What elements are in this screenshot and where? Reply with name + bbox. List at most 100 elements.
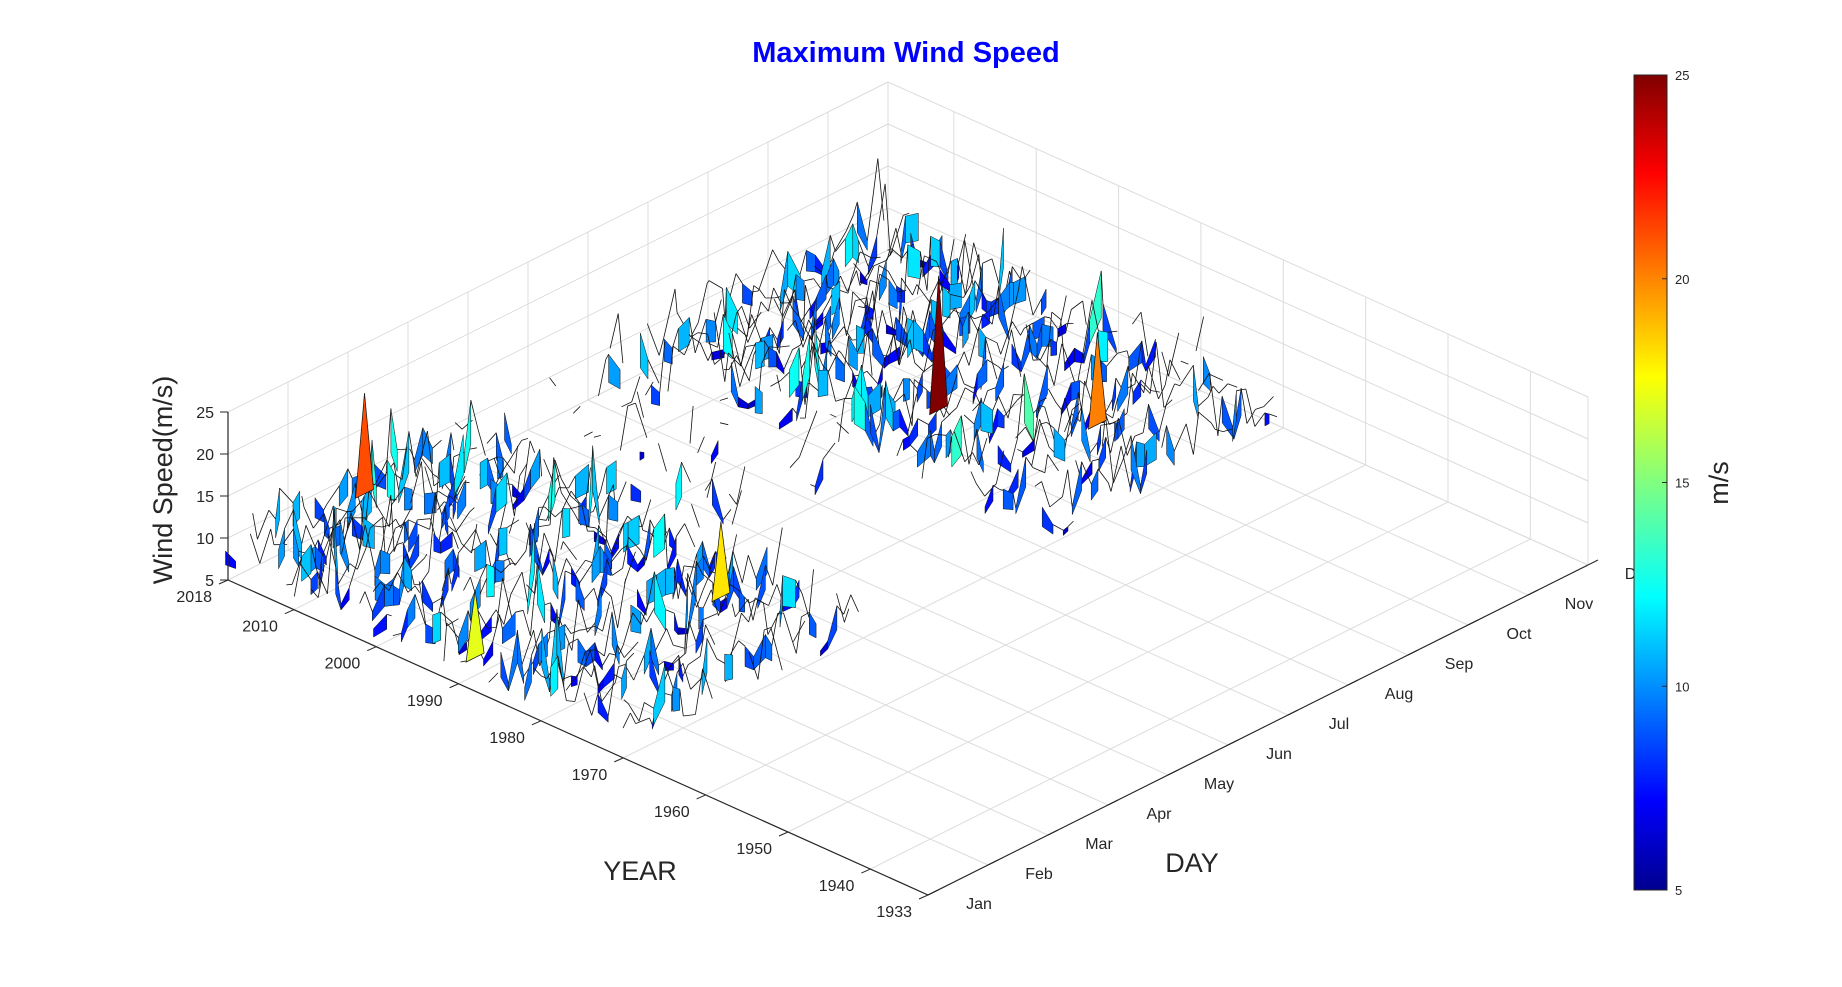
surface-patch: [630, 604, 642, 634]
surface-edge: [831, 252, 835, 262]
surface-edge: [1063, 409, 1073, 454]
surface-edge: [695, 561, 703, 574]
surface-edge: [901, 339, 911, 357]
surface-edge: [829, 235, 836, 252]
surface-edge: [570, 629, 580, 634]
surface-edge: [564, 624, 572, 634]
surface-edge: [579, 629, 584, 631]
surface-edge: [549, 377, 557, 387]
surface-edge: [1011, 266, 1022, 281]
surface-edge: [390, 494, 395, 552]
surface-edge: [553, 457, 562, 493]
surface-edge: [327, 533, 336, 567]
surface-edge: [489, 533, 498, 546]
surface-edge: [488, 672, 499, 683]
surface-edge: [855, 297, 868, 302]
surface-edge: [368, 490, 379, 509]
surface-patch: [1090, 468, 1099, 501]
surface-patch: [1112, 377, 1117, 411]
surface-edge: [1143, 365, 1149, 393]
surface-edge: [602, 653, 610, 666]
surface-edge: [722, 288, 726, 318]
surface-edge: [601, 587, 612, 597]
surface-edge: [919, 251, 928, 291]
surface-patch: [852, 223, 859, 264]
surface-edge: [604, 611, 613, 657]
surface-edge: [1100, 422, 1115, 426]
surface-edge: [772, 527, 783, 586]
surface-edge: [477, 610, 488, 629]
surface-edge: [695, 668, 703, 715]
surface-patch: [340, 587, 350, 611]
surface-edge: [510, 562, 516, 564]
surface-patch: [637, 589, 647, 617]
surface-edge: [1173, 423, 1187, 452]
surface-patch: [318, 556, 323, 589]
surface-patch: [878, 259, 887, 301]
surface-edge: [418, 581, 426, 624]
surface-edge: [867, 330, 873, 376]
surface-edge: [469, 507, 475, 513]
surface-edge: [890, 215, 904, 256]
surface-edge: [562, 675, 572, 680]
x-tick-label: 1990: [407, 693, 443, 710]
surface-edge: [414, 594, 426, 626]
surface-edge: [671, 328, 679, 349]
surface-edge: [1198, 372, 1210, 391]
surface-patch: [1232, 390, 1237, 442]
surface-edge: [948, 435, 953, 458]
colorbar-tick-label: 20: [1675, 272, 1689, 287]
surface-edge: [866, 370, 879, 384]
surface-edge: [859, 251, 872, 259]
surface-edge: [404, 521, 409, 539]
surface-edge: [845, 375, 855, 399]
surface-edge: [886, 227, 897, 261]
surface-patch: [621, 660, 627, 700]
surface-edge: [410, 461, 422, 504]
surface-edge: [730, 613, 742, 656]
surface-edge: [606, 558, 613, 576]
surface-edge: [1113, 459, 1124, 484]
surface-edge: [728, 333, 741, 387]
surface-edge: [748, 355, 754, 381]
surface-edge: [1021, 266, 1034, 316]
surface-patch: [892, 408, 900, 432]
surface-edge: [743, 314, 752, 350]
surface-patch: [651, 384, 660, 406]
surface-patch: [663, 338, 673, 365]
surface-patch: [1193, 365, 1199, 419]
surface-edge: [1061, 343, 1066, 354]
surface-edge: [602, 601, 611, 632]
y-tick-label: Sep: [1445, 656, 1474, 673]
surface-edge: [687, 655, 701, 666]
surface-edge: [572, 666, 584, 682]
surface-edge: [1132, 373, 1145, 393]
surface-edge: [747, 555, 757, 579]
y-tick-label: Feb: [1025, 866, 1053, 883]
floor-gridline-month: [587, 399, 1289, 716]
surface-edge: [1195, 316, 1204, 352]
surface-edge: [784, 289, 793, 309]
surface-edge: [1089, 442, 1098, 454]
surface-patch: [776, 351, 785, 375]
surface-edge: [964, 387, 976, 395]
surface-edge: [813, 342, 819, 371]
surface-edge: [953, 431, 966, 462]
surface-edge: [1052, 524, 1064, 531]
surface-edge: [1085, 354, 1092, 386]
surface-patch: [665, 567, 675, 596]
surface-patch: [859, 270, 868, 286]
surface-edge: [864, 328, 873, 337]
surface-edge: [736, 466, 746, 505]
surface-edge: [843, 594, 852, 615]
surface-patch: [452, 492, 456, 520]
surface-edge: [804, 278, 814, 282]
surface-edge: [626, 652, 635, 662]
surface-edge: [642, 499, 652, 527]
surface-edge: [970, 254, 980, 286]
surface-edge: [845, 214, 854, 232]
surface-patch: [404, 486, 413, 511]
surface-edge: [526, 584, 536, 594]
surface-edge: [617, 481, 627, 503]
surface-edge: [759, 289, 766, 299]
